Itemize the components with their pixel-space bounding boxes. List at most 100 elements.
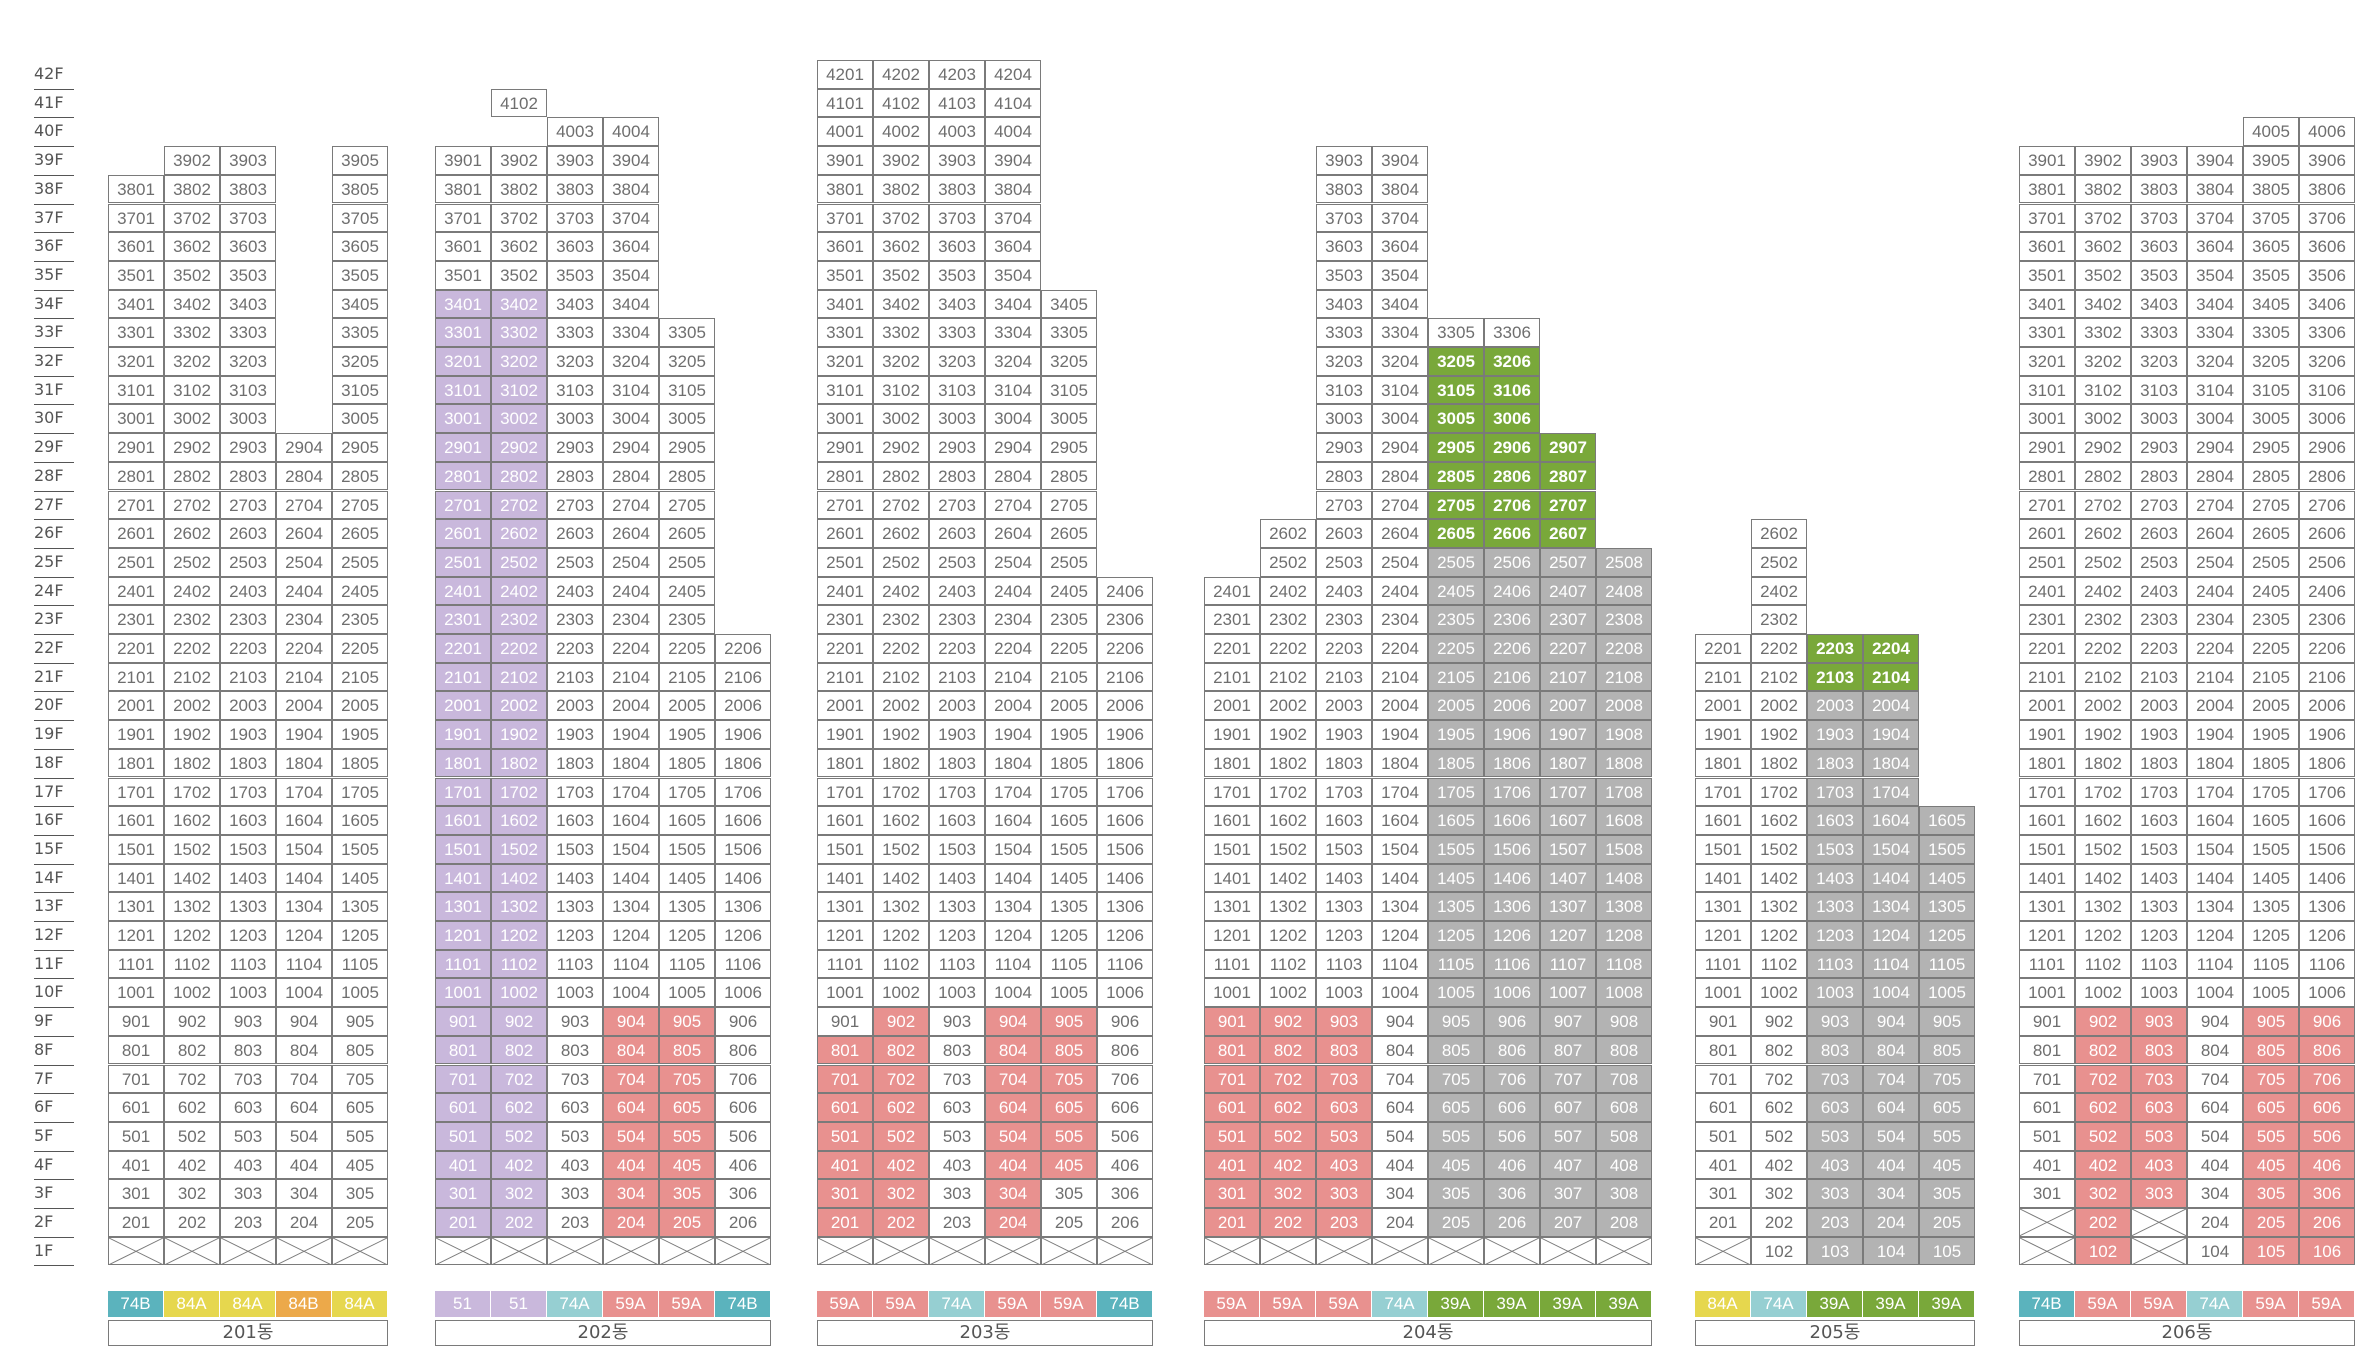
- unit-cell: 1906: [1097, 720, 1153, 749]
- unit-cell: 1205: [1041, 921, 1097, 950]
- unit-cell: 3501: [2019, 260, 2075, 290]
- unit-cell: 2302: [164, 605, 220, 634]
- unit-cell: 3904: [603, 146, 659, 175]
- floor-label: 12F: [34, 925, 64, 944]
- unit-cell: 1704: [985, 777, 1041, 807]
- unit-cell: 601: [817, 1093, 873, 1122]
- unit-cell: 301: [2019, 1179, 2075, 1208]
- unit-cell: 2108: [1596, 662, 1652, 692]
- unit-cell: 1908: [1596, 720, 1652, 749]
- unit-cell: 1201: [435, 921, 491, 950]
- unit-cell: 2402: [1260, 576, 1316, 606]
- unit-cell: 3603: [1316, 232, 1372, 261]
- unit-cell: 1701: [108, 777, 164, 807]
- unit-cell: 2701: [817, 490, 873, 520]
- unit-cell: 2701: [108, 490, 164, 520]
- unit-cell: 1304: [276, 892, 332, 921]
- unit-cell: 603: [1316, 1093, 1372, 1122]
- unit-cell: 702: [2075, 1064, 2131, 1094]
- unit-cell: 1502: [491, 834, 547, 864]
- unit-cell: 1608: [1596, 806, 1652, 835]
- unit-cell: 1707: [1540, 777, 1596, 807]
- unit-cell: 604: [276, 1093, 332, 1122]
- no-unit-cell: [435, 1236, 491, 1266]
- unit-cell: 3505: [332, 260, 388, 290]
- unit-cell: 2004: [276, 691, 332, 721]
- unit-cell: 1305: [332, 892, 388, 921]
- unit-cell: 1805: [659, 748, 715, 778]
- unit-cell: 2601: [108, 519, 164, 548]
- unit-cell: 105: [1919, 1236, 1975, 1266]
- unit-cell: 2001: [817, 691, 873, 721]
- unit-cell: 906: [2299, 1007, 2355, 1036]
- unit-cell: 1801: [817, 748, 873, 778]
- unit-cell: 1705: [332, 777, 388, 807]
- unit-cell: 1901: [2019, 720, 2075, 749]
- unit-cell: 2705: [1041, 490, 1097, 520]
- unit-type-label: 59A: [985, 1291, 1041, 1317]
- floor-label: 22F: [34, 638, 64, 657]
- unit-cell: 205: [2243, 1208, 2299, 1237]
- unit-cell: 2704: [276, 490, 332, 520]
- unit-cell: 1701: [2019, 777, 2075, 807]
- unit-cell: 1603: [1807, 806, 1863, 835]
- unit-cell: 804: [985, 1035, 1041, 1065]
- unit-cell: 2101: [2019, 662, 2075, 692]
- unit-cell: 2003: [547, 691, 603, 721]
- unit-cell: 1503: [1807, 834, 1863, 864]
- unit-cell: 3704: [1372, 203, 1428, 233]
- unit-cell: 3304: [2187, 318, 2243, 347]
- unit-cell: 2805: [1041, 461, 1097, 491]
- unit-cell: 2604: [2187, 519, 2243, 548]
- unit-cell: 1602: [2075, 806, 2131, 835]
- unit-cell: 703: [929, 1064, 985, 1094]
- unit-cell: 2001: [1204, 691, 1260, 721]
- unit-cell: 4103: [929, 88, 985, 118]
- no-unit-cell: [659, 1236, 715, 1266]
- unit-cell: 506: [715, 1121, 771, 1151]
- unit-cell: 3603: [547, 232, 603, 261]
- unit-cell: 2202: [491, 634, 547, 663]
- unit-cell: 201: [435, 1208, 491, 1237]
- unit-cell: 804: [603, 1035, 659, 1065]
- unit-cell: 1902: [1260, 720, 1316, 749]
- unit-type-label: 74A: [547, 1291, 603, 1317]
- unit-cell: 1803: [929, 748, 985, 778]
- unit-cell: 1003: [547, 978, 603, 1008]
- unit-cell: 4004: [985, 117, 1041, 147]
- unit-cell: 1801: [108, 748, 164, 778]
- unit-cell: 2302: [1260, 605, 1316, 634]
- unit-cell: 701: [1204, 1064, 1260, 1094]
- unit-cell: 1802: [491, 748, 547, 778]
- unit-cell: 707: [1540, 1064, 1596, 1094]
- unit-cell: 1306: [2299, 892, 2355, 921]
- unit-cell: 3503: [220, 260, 276, 290]
- unit-cell: 2006: [1097, 691, 1153, 721]
- unit-cell: 2003: [1807, 691, 1863, 721]
- unit-cell: 1503: [929, 834, 985, 864]
- floor-tick: [34, 863, 74, 865]
- unit-cell: 106: [2299, 1236, 2355, 1266]
- unit-cell: 704: [603, 1064, 659, 1094]
- unit-cell: 1602: [1751, 806, 1807, 835]
- unit-cell: 401: [108, 1150, 164, 1180]
- no-unit-cell: [2131, 1208, 2187, 1237]
- unit-cell: 2208: [1596, 634, 1652, 663]
- unit-cell: 1005: [1041, 978, 1097, 1008]
- unit-cell: 904: [603, 1007, 659, 1036]
- unit-cell: 3802: [2075, 174, 2131, 204]
- unit-cell: 508: [1596, 1121, 1652, 1151]
- unit-cell: 1601: [435, 806, 491, 835]
- no-unit-cell: [1204, 1236, 1260, 1266]
- unit-cell: 3104: [603, 375, 659, 405]
- floor-label: 7F: [34, 1068, 54, 1088]
- unit-cell: 201: [108, 1208, 164, 1237]
- unit-cell: 3801: [2019, 174, 2075, 204]
- floor-label: 10F: [34, 982, 64, 1002]
- unit-cell: 2501: [817, 547, 873, 577]
- unit-cell: 2301: [817, 605, 873, 634]
- unit-cell: 1301: [1204, 892, 1260, 921]
- unit-cell: 3405: [332, 289, 388, 319]
- unit-cell: 1803: [547, 748, 603, 778]
- unit-cell: 804: [2187, 1035, 2243, 1065]
